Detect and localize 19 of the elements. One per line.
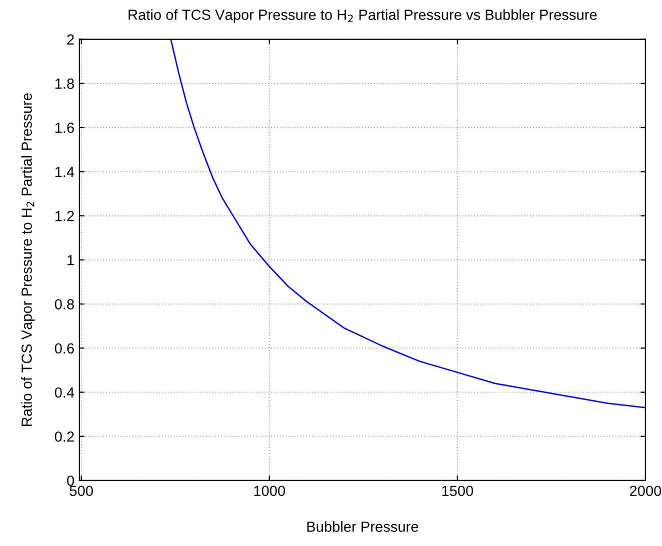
- y-tick-label: 0: [67, 476, 74, 486]
- y-tick-label: 0.8: [54, 299, 74, 310]
- line-series: [170, 39, 646, 408]
- x-tick-label: 2000: [630, 486, 662, 496]
- y-tick-label: 1.8: [55, 78, 74, 89]
- x-tick-label: 1500: [442, 486, 474, 496]
- y-tick-label: 0.2: [54, 431, 74, 442]
- y-tick-label: 0.6: [54, 343, 74, 354]
- x-tick-label: 500: [70, 486, 93, 496]
- y-tick-label: 1.4: [55, 166, 74, 177]
- y-axis-title: Ratio of TCS Vapor Pressure to H$_{2}$ Partial Pressure: [21, 93, 35, 426]
- chart-title: Ratio of TCS Vapor Pressure to H$_{2}$ Partial Pressure vs Bubbler Pressure: [128, 9, 597, 23]
- y-tick-label: 0.4: [54, 387, 74, 398]
- x-axis-title: Bubbler Pressure: [307, 521, 418, 532]
- y-tick-label: 1: [68, 255, 74, 266]
- x-tick-label: 1000: [254, 486, 286, 496]
- y-tick-label: 1.2: [55, 210, 74, 222]
- y-tick-label: 1.6: [55, 122, 74, 133]
- y-tick-label: 2: [67, 34, 74, 45]
